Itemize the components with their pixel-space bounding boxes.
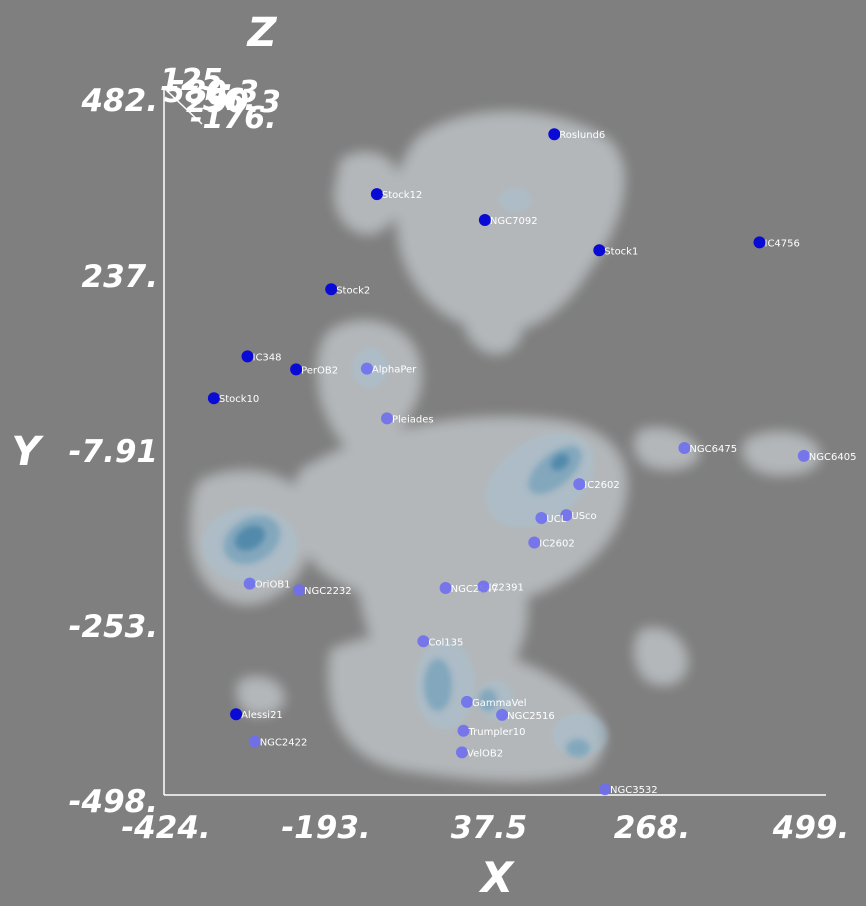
cluster-point[interactable] [560, 509, 573, 522]
cluster-point[interactable] [230, 708, 243, 721]
x-tick-label: 37.5 [451, 810, 528, 846]
z-tick-label: 580.3 [164, 75, 259, 110]
cluster-label: NGC3532 [610, 785, 658, 796]
cluster-label: GammaVel [472, 698, 526, 709]
cluster-point[interactable] [797, 449, 810, 462]
cluster-label: NGC2547 [451, 584, 499, 595]
cluster-label: NGC6475 [689, 444, 737, 455]
cluster-label: Stock2 [336, 285, 370, 296]
y-tick-label: -253. [69, 609, 158, 645]
cluster-point[interactable] [248, 735, 261, 748]
y-tick-label: -7.91 [69, 434, 158, 470]
cluster-point[interactable] [457, 724, 470, 737]
cluster-point[interactable] [573, 478, 586, 491]
cluster-label: Trumpler10 [468, 727, 526, 738]
cluster-label: IC4756 [765, 238, 800, 249]
z-tick-label: -56. [190, 83, 256, 118]
cluster-label: NGC2516 [507, 711, 555, 722]
cluster-label: OriOB1 [255, 580, 291, 591]
z-axis-line [163, 87, 203, 125]
y-tick-label: -498. [69, 784, 158, 820]
cluster-point[interactable] [478, 214, 491, 226]
x-tick-label: -193. [281, 810, 370, 846]
z-axis-title: Z [245, 10, 277, 56]
cluster-label: AlphaPer [372, 365, 417, 376]
cluster-label: NGC2422 [260, 738, 308, 749]
cluster-point[interactable] [599, 783, 611, 796]
cluster-point[interactable] [678, 442, 691, 454]
cluster-point[interactable] [461, 695, 473, 708]
y-tick-labels: 482. 237. -7.91 -253. -498. [69, 83, 158, 820]
cluster-label: UCL [546, 514, 566, 525]
cluster-point[interactable] [477, 580, 490, 593]
y-tick-label: 482. [81, 83, 159, 119]
cluster-point[interactable] [496, 708, 509, 721]
cluster-point[interactable] [456, 746, 468, 759]
cluster-point[interactable] [293, 584, 305, 597]
cluster-label: VelOB2 [467, 748, 503, 759]
cluster-label: NGC2232 [304, 586, 352, 597]
cluster-label: NGC6405 [809, 452, 857, 463]
x-axis-title: X [478, 853, 516, 902]
cluster-label: Stock12 [382, 190, 422, 201]
cluster-label: IC2391 [489, 583, 524, 594]
density-isosurface [190, 111, 821, 782]
cluster-point[interactable] [439, 582, 452, 594]
cluster-point[interactable] [548, 128, 561, 141]
cluster-label: NGC7092 [490, 216, 538, 227]
cluster-label: USco [571, 511, 596, 522]
cluster-points: Roslund6 Stock12 NGC7092 Stock1 IC4756 Stock2… [207, 128, 857, 796]
z-tick-label: 125. [160, 63, 234, 98]
cluster-point[interactable] [593, 244, 606, 257]
cluster-point[interactable] [325, 283, 338, 296]
cluster-point[interactable] [370, 188, 383, 201]
cluster-label: IC2602 [539, 539, 574, 550]
cluster-point[interactable] [290, 363, 303, 376]
cluster-label: Stock10 [219, 394, 259, 405]
cluster-label: IC348 [253, 352, 282, 363]
cluster-point[interactable] [360, 362, 373, 375]
z-tick-label: -176. [190, 101, 276, 136]
cluster-point[interactable] [417, 635, 430, 648]
cluster-point[interactable] [207, 392, 220, 405]
cluster-point[interactable] [241, 350, 254, 363]
cluster-label: Roslund6 [559, 130, 605, 141]
cluster-label: Pleiades [392, 414, 434, 425]
x-tick-label: -424. [121, 810, 210, 846]
x-tick-label: 499. [772, 810, 850, 846]
axes [163, 87, 826, 796]
y-axis-title: Y [12, 429, 45, 475]
z-tick-labels: 125. 580.3 290.3 -56. -176. [160, 63, 281, 136]
cluster-label: Alessi21 [241, 710, 283, 721]
cluster-label: IC2602 [584, 480, 619, 491]
x-tick-label: 268. [614, 810, 691, 846]
cluster-label: Stock1 [604, 246, 638, 257]
x-tick-labels: -424. -193. 37.5 268. 499. [121, 810, 849, 846]
y-tick-label: 237. [82, 259, 159, 295]
cluster-point[interactable] [528, 536, 541, 549]
cluster-point[interactable] [243, 577, 256, 590]
cluster-label: Col135 [428, 637, 463, 648]
cluster-point[interactable] [753, 236, 766, 249]
cluster-label: PerOB2 [301, 365, 338, 376]
cluster-point[interactable] [381, 412, 393, 425]
z-tick-label: 290.3 [186, 85, 281, 120]
cluster-point[interactable] [535, 512, 548, 524]
